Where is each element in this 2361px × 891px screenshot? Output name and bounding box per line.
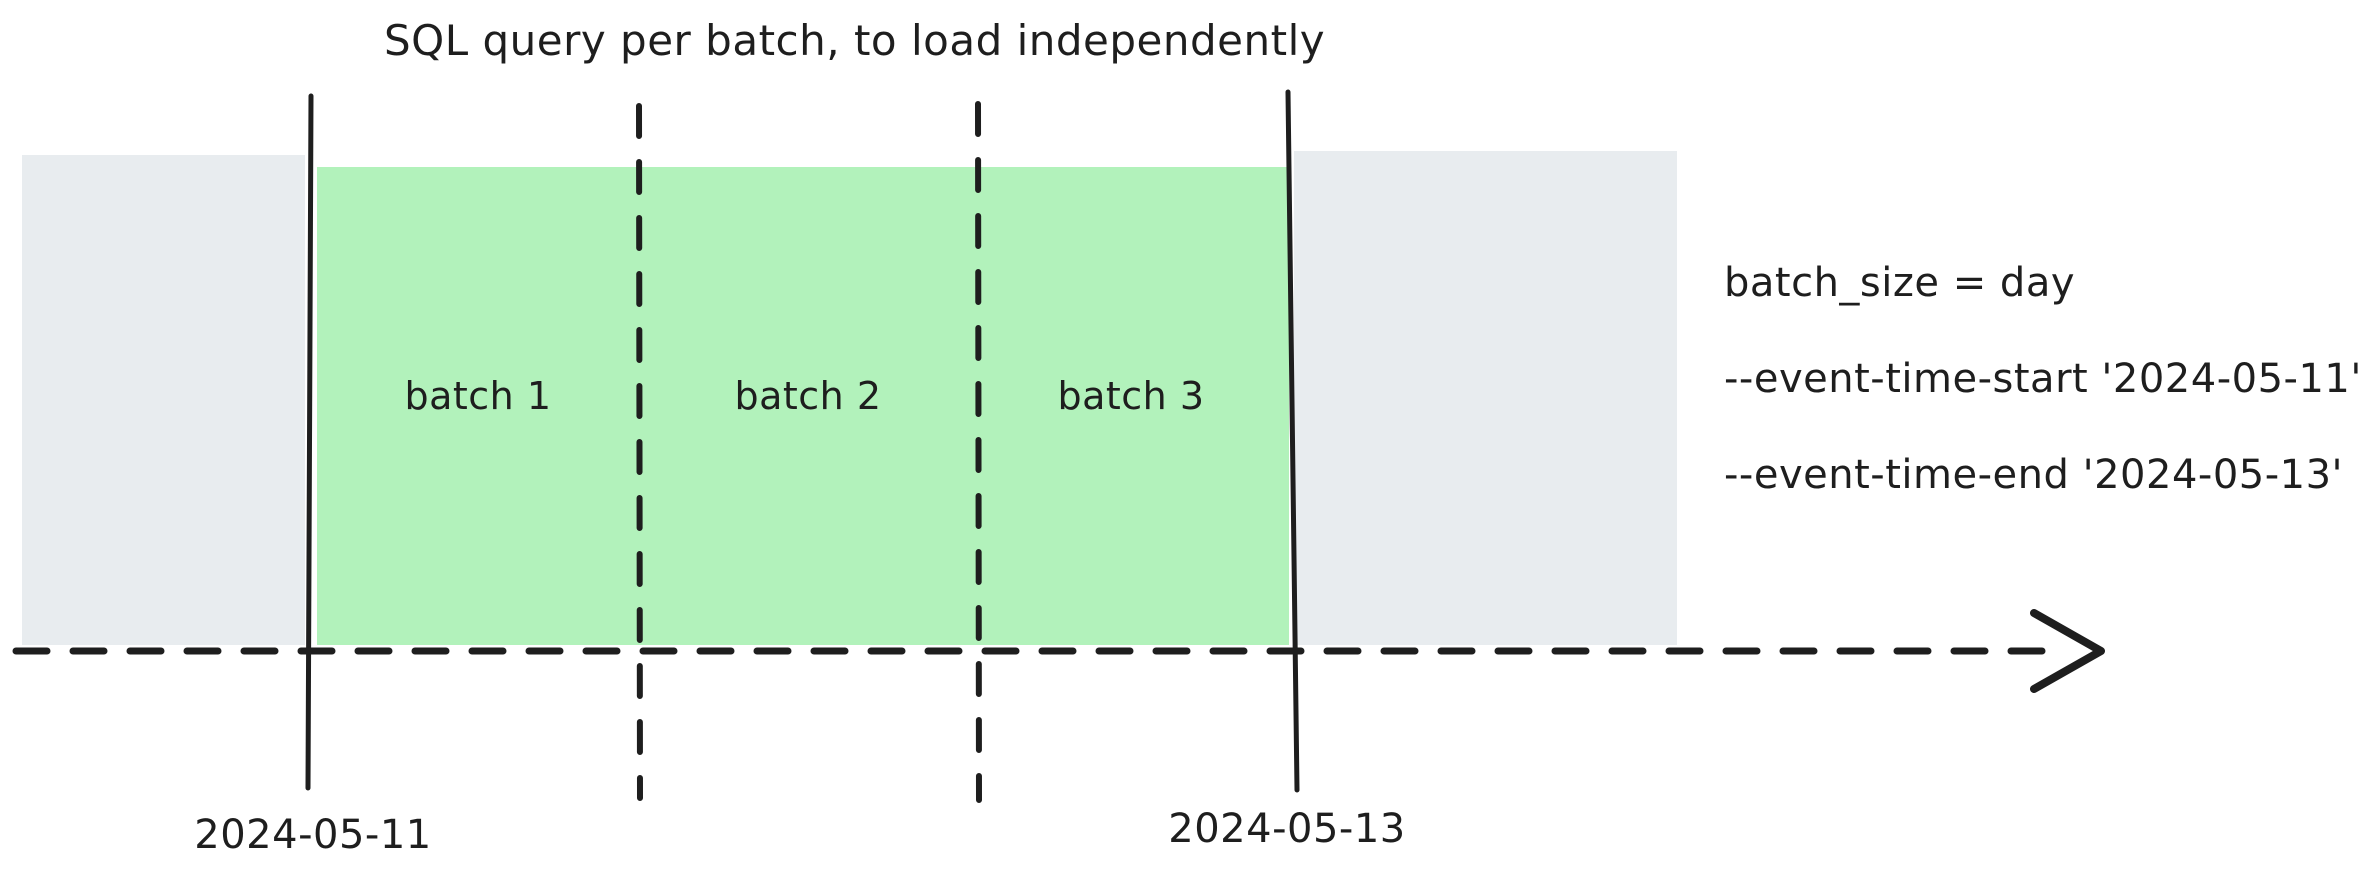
batch-label-1: batch 1	[404, 374, 552, 418]
end-date-label: 2024-05-13	[1168, 806, 1406, 852]
batch-window-rect	[317, 167, 1289, 645]
event-time-end-line	[1285, 89, 1300, 793]
annotation-batch-size: batch_size = day	[1724, 260, 2076, 306]
batch-separator-1	[636, 103, 643, 801]
batch-separator-2	[975, 101, 982, 803]
event-time-start-line	[305, 93, 314, 791]
out-of-range-right-rect	[1294, 151, 1677, 645]
out-of-range-left-rect	[22, 155, 305, 645]
batch-label-3: batch 3	[1057, 374, 1205, 418]
diagram-title: SQL query per batch, to load independent…	[384, 16, 1326, 65]
time-axis-arrowhead-icon	[2030, 609, 2105, 693]
annotation-event-time-start: --event-time-start '2024-05-11'	[1724, 356, 2361, 402]
batch-label-2: batch 2	[734, 374, 882, 418]
annotation-event-time-end: --event-time-end '2024-05-13'	[1724, 452, 2344, 498]
start-date-label: 2024-05-11	[194, 812, 432, 858]
